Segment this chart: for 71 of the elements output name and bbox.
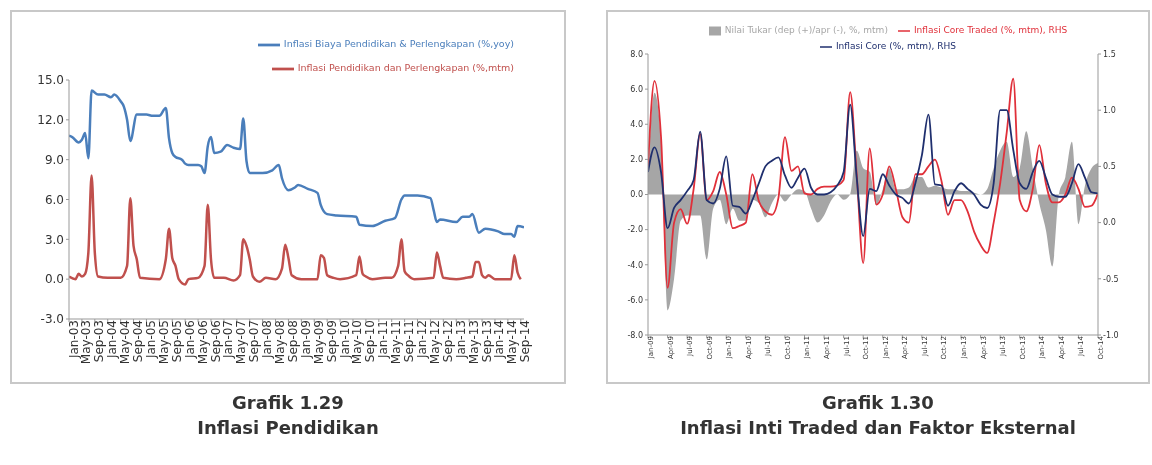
x-tick-label: Sep-13 <box>479 320 494 363</box>
legend-label: Inflasi Core (%, mtm), RHS <box>835 41 957 51</box>
x-tick-label: Jan-12 <box>415 320 430 360</box>
x-tick-label: Sep-09 <box>324 320 339 363</box>
x-tick-label: May-10 <box>350 320 365 365</box>
y-tick-label: -8.0 <box>627 330 643 340</box>
x-tick-label: Jan-13 <box>453 320 468 360</box>
y-tick-label: 4.0 <box>630 120 643 130</box>
x-tick-label: Sep-07 <box>247 320 262 363</box>
y-tick-label: 6.0 <box>44 192 64 207</box>
x-tick-label: May-14 <box>505 320 520 365</box>
y-tick-label: 0.0 <box>44 272 64 287</box>
text: Grafik 1.29 <box>231 392 345 413</box>
x-tick-label: Sep-10 <box>363 320 378 363</box>
x-tick-label: Sep-05 <box>169 320 184 363</box>
x-tick-label: May-03 <box>79 320 94 365</box>
x-tick-label: Jan-10 <box>337 320 352 360</box>
x-tick-label: May-08 <box>273 320 288 365</box>
x-tick-label: May-05 <box>156 320 171 365</box>
y-tick-label: 12.0 <box>37 113 64 128</box>
legend-label: Inflasi Pendidikan dan Perlengkapan (%,mtm) <box>297 62 514 73</box>
y-tick-label: 9.0 <box>44 152 64 167</box>
x-tick-label: May-06 <box>195 320 210 365</box>
x-tick-label: Sep-14 <box>518 320 533 363</box>
line-series <box>69 89 524 238</box>
x-tick-label: Sep-06 <box>208 320 223 363</box>
x-tick-label: May-13 <box>466 320 481 365</box>
legend-label: Nilai Tukar (dep (+)/apr (-), %, mtm) <box>724 25 888 35</box>
x-tick-label: May-11 <box>389 320 404 365</box>
x-tick-label: May-04 <box>118 320 133 365</box>
y2-tick-label: 1.0 <box>1103 106 1116 116</box>
x-tick-label: Sep-03 <box>92 320 107 363</box>
y2-tick-label: -0.5 <box>1103 274 1119 284</box>
x-tick-label: Jan-06 <box>182 320 197 360</box>
text: Inflasi Inti Traded dan Faktor Eksternal <box>679 417 1077 438</box>
x-tick-label: Sep-04 <box>131 320 146 363</box>
x-tick-label: May-09 <box>311 320 326 365</box>
y2-tick-label: -1.0 <box>1103 330 1119 340</box>
y2-tick-label: 1.5 <box>1103 49 1116 59</box>
text: Inflasi Pendidikan <box>196 417 380 438</box>
x-tick-label: Jan-14 <box>492 320 507 360</box>
y2-tick-label: 0.0 <box>1103 218 1116 228</box>
x-tick-label: Jan-07 <box>221 320 236 360</box>
y-tick-label: -2.0 <box>627 225 643 235</box>
x-tick-label: May-07 <box>234 320 249 365</box>
line-series <box>648 103 1098 237</box>
text: Grafik 1.30 <box>821 392 935 413</box>
x-tick-label: Jan-04 <box>105 320 120 360</box>
y-tick-label: 6.0 <box>630 84 643 94</box>
y2-tick-label: 0.5 <box>1103 162 1116 172</box>
y-tick-label: 0.0 <box>630 190 643 200</box>
x-tick-label: Jan-11 <box>376 320 391 360</box>
x-tick-label: Sep-12 <box>440 320 455 363</box>
x-tick-label: Sep-11 <box>402 320 417 363</box>
line-series <box>648 77 1098 289</box>
y-tick-label: 8.0 <box>630 49 643 59</box>
line-series <box>69 174 523 286</box>
y-tick-label: 15.0 <box>37 73 64 88</box>
x-tick-label: Jan-09 <box>298 320 313 360</box>
y-tick-label: -4.0 <box>627 260 643 270</box>
y-tick-label: 3.0 <box>44 232 64 247</box>
x-tick-label: Jan-08 <box>260 320 275 360</box>
y-tick-label: 2.0 <box>630 155 643 165</box>
y-tick-label: -3.0 <box>40 312 64 327</box>
x-tick-label: Sep-08 <box>285 320 300 363</box>
x-tick-label: May-12 <box>427 320 442 365</box>
x-tick-label: Jan-05 <box>143 320 158 360</box>
legend-label: Inflasi Biaya Pendidikan & Perlengkapan (%,yoy) <box>283 38 514 49</box>
legend-label: Inflasi Core Traded (%, mtm), RHS <box>913 25 1068 35</box>
x-tick-label: Jan-03 <box>66 320 81 360</box>
y-tick-label: -6.0 <box>627 295 643 305</box>
